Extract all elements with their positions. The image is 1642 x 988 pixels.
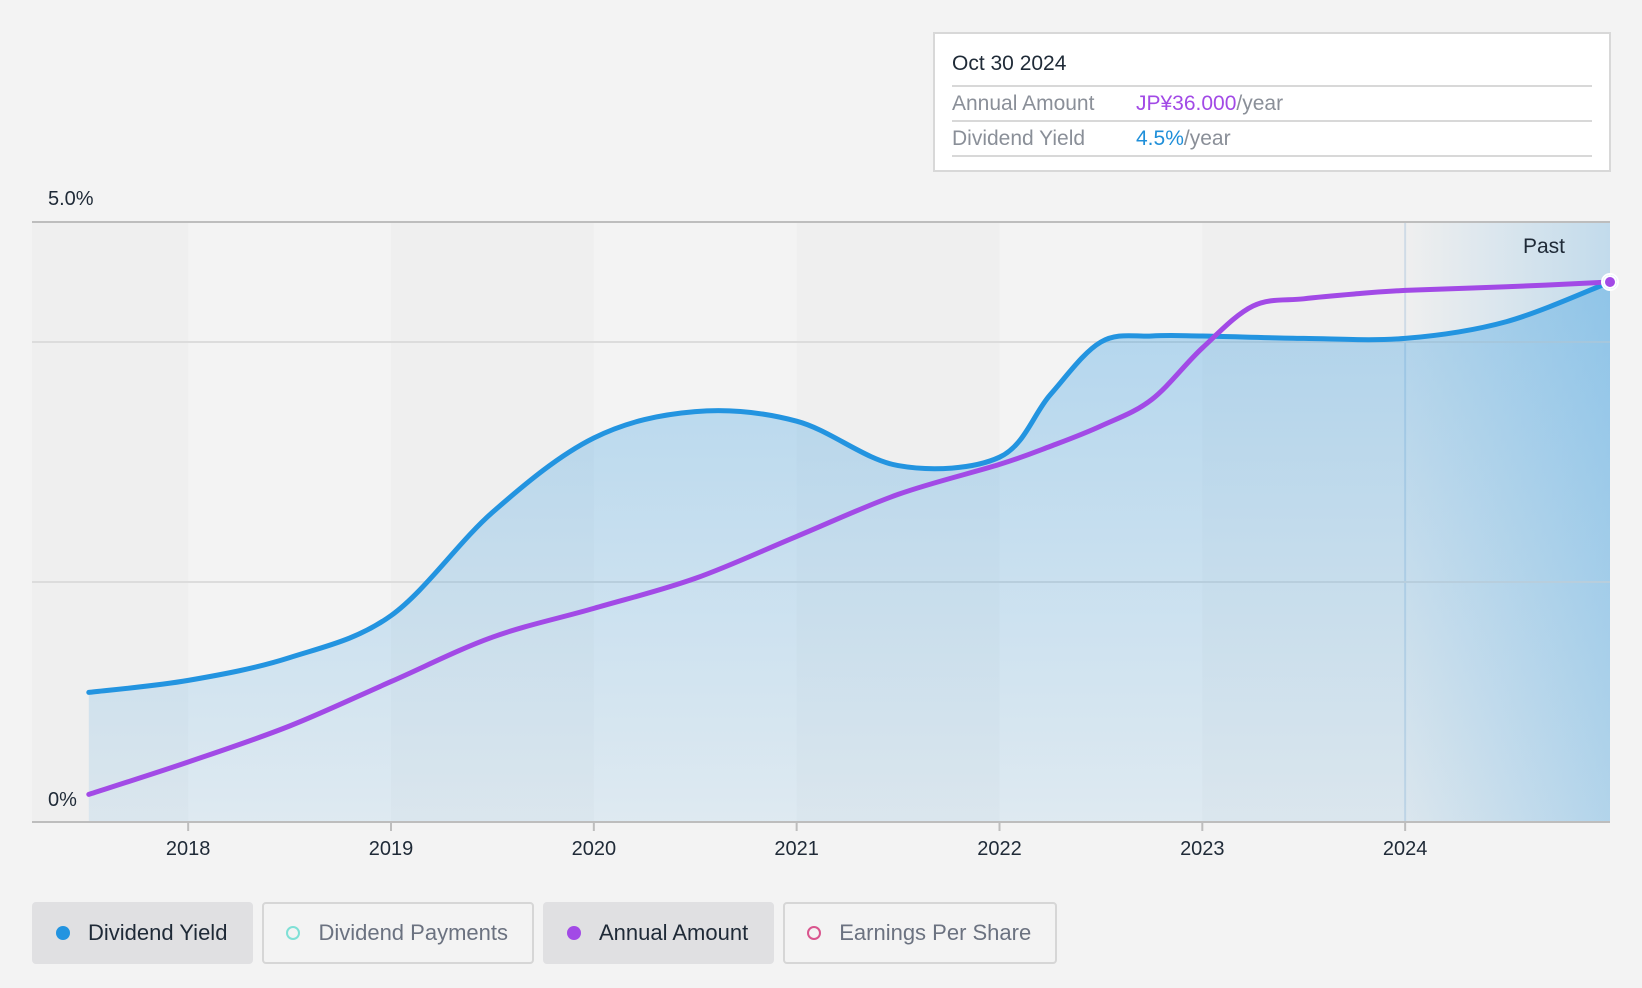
tooltip-key: Dividend Yield	[952, 127, 1086, 150]
legend-earnings-per-share[interactable]: Earnings Per Share	[783, 902, 1058, 964]
legend-label: Dividend Yield	[88, 920, 228, 945]
tooltip-unit: /year	[1236, 92, 1284, 115]
tooltip-value: 4.5%	[1136, 127, 1184, 150]
legend: Dividend Yield Dividend Payments Annual …	[32, 902, 1058, 964]
legend-ring-icon	[807, 926, 822, 940]
series-layer	[86, 273, 1619, 822]
x-tick-label: 2024	[1383, 838, 1428, 860]
x-tick-label: 2021	[774, 838, 819, 860]
x-tick-label: 2022	[977, 838, 1022, 860]
legend-label: Earnings Per Share	[839, 920, 1032, 945]
tooltip: Oct 30 2024 Annual Amount JP¥36.000/year…	[933, 32, 1611, 172]
x-axis: 2018 2019 2020 2021 2022 2023 2024	[32, 821, 1610, 860]
y-tick-label: 5.0%	[48, 188, 94, 210]
tooltip-key: Annual Amount	[952, 92, 1095, 115]
tooltip-date: Oct 30 2024	[952, 34, 1592, 87]
legend-dot-icon	[566, 926, 581, 940]
tooltip-row-annual-amount: Annual Amount JP¥36.000/year	[952, 87, 1592, 122]
axis-labels: 5.0% 0%	[48, 188, 94, 811]
legend-dividend-payments[interactable]: Dividend Payments	[262, 902, 534, 964]
dividend-yield-area	[88, 282, 1610, 822]
x-tick-label: 2019	[369, 838, 414, 860]
legend-ring-icon	[286, 926, 301, 940]
tooltip-unit: /year	[1183, 127, 1231, 150]
dividend-yield-line	[86, 279, 1613, 695]
past-label: Past	[1523, 235, 1565, 258]
annual-amount-line	[86, 279, 1613, 797]
legend-dividend-yield[interactable]: Dividend Yield	[32, 902, 254, 964]
legend-annual-amount[interactable]: Annual Amount	[542, 902, 775, 964]
x-tick-label: 2023	[1180, 838, 1225, 860]
legend-dot-icon	[56, 926, 70, 940]
legend-label: Annual Amount	[598, 920, 749, 945]
annual-amount-marker	[1603, 275, 1617, 289]
x-tick-label: 2020	[572, 838, 617, 860]
tooltip-value: JP¥36.000	[1136, 92, 1237, 115]
x-tick-label: 2018	[166, 838, 211, 860]
y-tick-label: 0%	[48, 789, 77, 811]
legend-label: Dividend Payments	[318, 920, 508, 945]
tooltip-row-dividend-yield: Dividend Yield 4.5%/year	[952, 122, 1592, 157]
